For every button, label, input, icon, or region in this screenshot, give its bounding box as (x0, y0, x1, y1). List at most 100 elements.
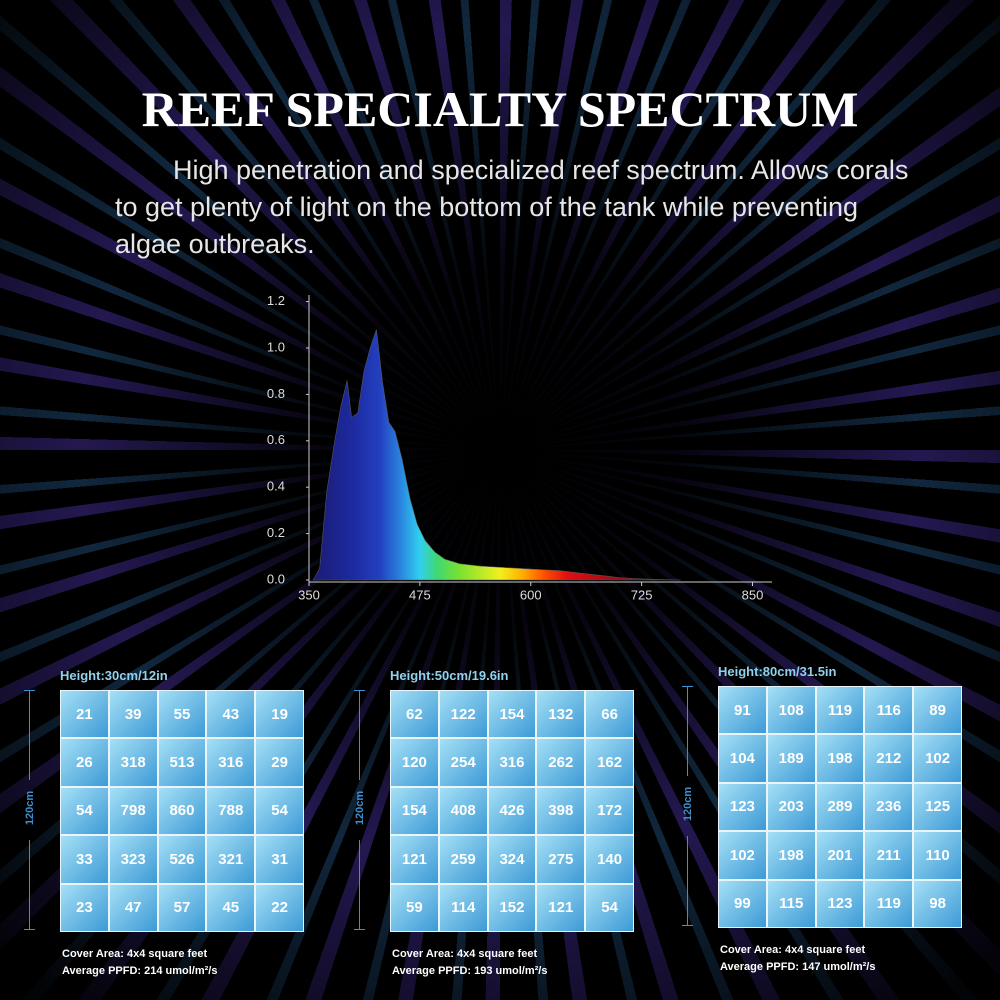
ppfd-cell: 289 (816, 783, 864, 831)
ppfd-cell: 116 (865, 687, 913, 734)
ppfd-cell: 115 (767, 880, 815, 927)
ppfd-cell: 54 (61, 787, 108, 835)
average-ppfd: Average PPFD: 147 umol/m²/s (720, 961, 876, 973)
ppfd-cell: 26 (61, 739, 108, 786)
ppfd-cell: 119 (816, 687, 864, 734)
ppfd-cell: 43 (207, 691, 255, 738)
ppfd-cell: 198 (767, 832, 815, 879)
y-tick-label: 1.0 (267, 339, 285, 354)
x-tick-label: 725 (631, 587, 653, 602)
dimension-line (359, 840, 360, 930)
ppfd-cell: 19 (256, 691, 303, 738)
ppfd-cell: 140 (586, 836, 633, 883)
description: High penetration and specialized reef sp… (115, 155, 909, 259)
average-ppfd: Average PPFD: 214 umol/m²/s (62, 965, 218, 977)
ppfd-cell: 408 (439, 787, 487, 835)
x-tick-label: 350 (298, 587, 320, 602)
ppfd-cell: 154 (488, 691, 536, 738)
ppfd-cell: 39 (109, 691, 157, 738)
ppfd-cell: 860 (158, 787, 206, 835)
ppfd-cell: 45 (207, 884, 255, 931)
ppfd-cell: 321 (207, 836, 255, 883)
height-label: Height:80cm/31.5in (718, 664, 837, 679)
ppfd-cell: 259 (439, 836, 487, 883)
dimension-line (359, 690, 360, 780)
ppfd-cell: 31 (256, 836, 303, 883)
ppfd-cell: 54 (586, 884, 633, 931)
ppfd-cell: 89 (914, 687, 961, 734)
ppfd-cell: 62 (391, 691, 438, 738)
height-label: Height:50cm/19.6in (390, 668, 509, 683)
ppfd-cell: 123 (719, 783, 766, 831)
side-label: 120cm (682, 786, 694, 822)
ppfd-cell: 98 (914, 880, 961, 927)
side-dimension: 120cm (20, 690, 40, 930)
x-tick-label: 600 (520, 587, 542, 602)
dimension-tick (682, 686, 693, 687)
ppfd-cell: 21 (61, 691, 108, 738)
ppfd-panel: Height:30cm/12in 120cm 21 39 55 43 19 26 318 513 3… (24, 668, 330, 988)
ppfd-cell: 318 (109, 739, 157, 786)
y-tick-label: 0.2 (267, 525, 285, 540)
ppfd-cell: 57 (158, 884, 206, 931)
ppfd-cell: 513 (158, 739, 206, 786)
dimension-tick (354, 929, 365, 930)
ppfd-cell: 102 (719, 832, 766, 879)
ppfd-cell: 132 (537, 691, 585, 738)
cover-area: Cover Area: 4x4 square feet (720, 944, 866, 956)
ppfd-cell: 66 (586, 691, 633, 738)
y-tick-label: 0.4 (267, 479, 285, 494)
ppfd-cell: 120 (391, 739, 438, 786)
ppfd-cell: 162 (586, 739, 633, 786)
y-tick-label: 1.2 (267, 293, 285, 308)
ppfd-cell: 123 (816, 880, 864, 927)
ppfd-cell: 59 (391, 884, 438, 931)
y-tick-label: 0.0 (267, 571, 285, 586)
ppfd-cell: 262 (537, 739, 585, 786)
average-ppfd: Average PPFD: 193 umol/m²/s (392, 965, 548, 977)
ppfd-cell: 324 (488, 836, 536, 883)
title: REEF SPECIALTY SPECTRUM (141, 81, 859, 137)
ppfd-cell: 212 (865, 735, 913, 782)
ppfd-cell: 110 (914, 832, 961, 879)
side-label: 120cm (354, 790, 366, 826)
cover-area: Cover Area: 4x4 square feet (62, 948, 208, 960)
ppfd-cell: 201 (816, 832, 864, 879)
dimension-tick (354, 690, 365, 691)
ppfd-cell: 526 (158, 836, 206, 883)
ppfd-cell: 426 (488, 787, 536, 835)
x-tick-label: 475 (409, 587, 431, 602)
ppfd-cell: 172 (586, 787, 633, 835)
ppfd-cell: 119 (865, 880, 913, 927)
ppfd-cell: 189 (767, 735, 815, 782)
ppfd-cell: 91 (719, 687, 766, 734)
ppfd-cell: 236 (865, 783, 913, 831)
ppfd-cell: 203 (767, 783, 815, 831)
ppfd-cell: 55 (158, 691, 206, 738)
ppfd-cell: 198 (816, 735, 864, 782)
ppfd-cell: 47 (109, 884, 157, 931)
ppfd-cell: 29 (256, 739, 303, 786)
dimension-line (687, 836, 688, 926)
ppfd-cell: 275 (537, 836, 585, 883)
ppfd-cell: 398 (537, 787, 585, 835)
ppfd-cell: 99 (719, 880, 766, 927)
ppfd-cell: 211 (865, 832, 913, 879)
ppfd-cell: 121 (391, 836, 438, 883)
height-label: Height:30cm/12in (60, 668, 168, 683)
ppfd-cell: 121 (537, 884, 585, 931)
spectrum-chart: 0.0 0.2 0.4 0.6 0.8 1.0 1.2 350 475 600 725 850 (267, 293, 772, 602)
spectrum-area (312, 329, 681, 581)
ppfd-cell: 54 (256, 787, 303, 835)
ppfd-cell: 114 (439, 884, 487, 931)
ppfd-cell: 23 (61, 884, 108, 931)
cover-area: Cover Area: 4x4 square feet (392, 948, 538, 960)
ppfd-cell: 798 (109, 787, 157, 835)
dimension-tick (24, 690, 35, 691)
side-dimension: 120cm (678, 686, 698, 926)
ppfd-grid: 91 108 119 116 89 104 189 198 212 102 123 203 289 236… (718, 686, 962, 928)
y-tick-label: 0.8 (267, 386, 285, 401)
ppfd-cell: 122 (439, 691, 487, 738)
ppfd-cell: 254 (439, 739, 487, 786)
